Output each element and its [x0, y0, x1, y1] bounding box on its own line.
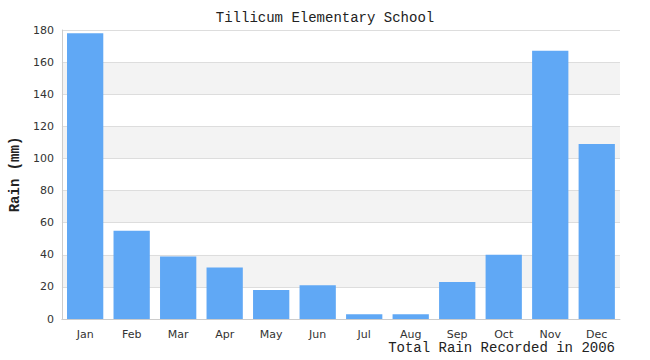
svg-text:Jan: Jan: [76, 328, 94, 341]
svg-text:Oct: Oct: [494, 328, 514, 341]
svg-text:Rain (mm): Rain (mm): [7, 137, 23, 213]
svg-text:140: 140: [33, 88, 54, 101]
svg-text:May: May: [260, 328, 283, 341]
svg-text:60: 60: [40, 216, 54, 229]
svg-text:180: 180: [33, 24, 54, 37]
svg-text:20: 20: [40, 280, 54, 293]
svg-text:Aug: Aug: [400, 328, 422, 341]
svg-text:Tillicum Elementary School: Tillicum Elementary School: [216, 10, 434, 26]
svg-text:0: 0: [47, 313, 54, 326]
svg-text:120: 120: [33, 120, 54, 133]
svg-text:Dec: Dec: [586, 328, 608, 341]
svg-text:Jul: Jul: [357, 328, 371, 341]
svg-text:Nov: Nov: [539, 328, 561, 341]
svg-text:Mar: Mar: [168, 328, 189, 341]
svg-text:40: 40: [40, 248, 54, 261]
svg-text:Jun: Jun: [308, 328, 326, 341]
svg-text:Apr: Apr: [215, 328, 235, 341]
svg-text:Sep: Sep: [446, 328, 468, 341]
svg-text:100: 100: [33, 152, 54, 165]
svg-text:Total Rain Recorded in 2006: Total Rain Recorded in 2006: [388, 340, 615, 356]
svg-text:Feb: Feb: [122, 328, 141, 341]
svg-text:160: 160: [33, 56, 54, 69]
svg-text:80: 80: [40, 184, 54, 197]
